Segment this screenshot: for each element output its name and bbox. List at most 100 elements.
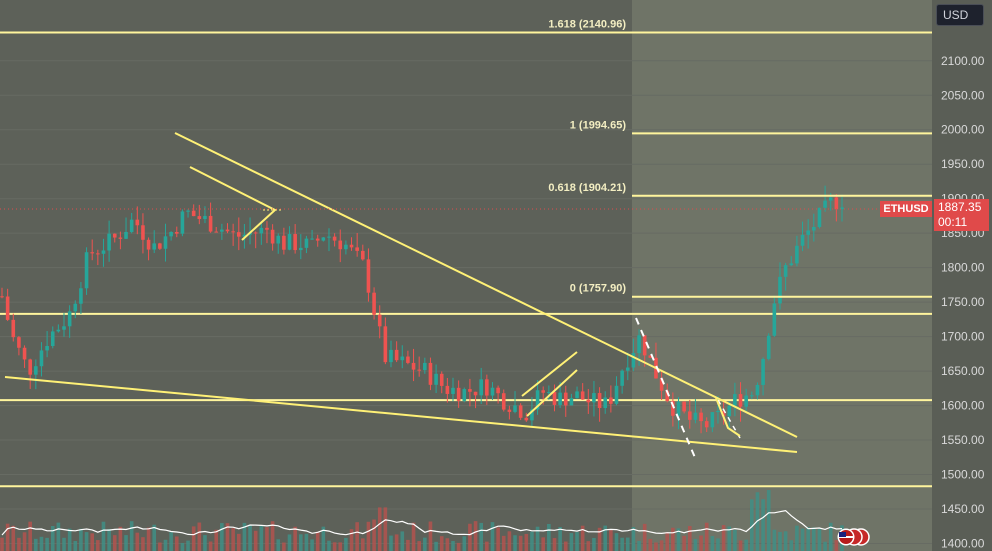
y-tick-label: 1800.00	[941, 261, 985, 275]
candle-body	[592, 393, 596, 403]
fib-level-label: 1.618 (2140.96)	[548, 19, 626, 31]
volume-bar	[592, 537, 596, 551]
volume-bar	[642, 523, 647, 551]
candle-body	[400, 356, 405, 361]
volume-bar	[62, 537, 66, 551]
currency-selector[interactable]: USD	[936, 4, 984, 26]
candle-body	[665, 390, 670, 401]
candle-body	[163, 236, 168, 249]
volume-bar	[727, 526, 732, 551]
volume-bar	[766, 490, 771, 551]
volume-bar	[789, 540, 794, 551]
candle-body	[28, 359, 32, 375]
candle-body	[293, 234, 297, 251]
candle-body	[575, 391, 579, 399]
y-tick-label: 1400.00	[941, 537, 985, 551]
volume-bar	[338, 542, 343, 551]
volume-bar	[778, 531, 782, 551]
volume-bar	[569, 533, 574, 551]
candle-body	[180, 211, 185, 234]
candle-body	[659, 378, 664, 391]
us-flag-icon[interactable]	[835, 527, 871, 547]
candle-body	[468, 389, 472, 392]
candle-body	[766, 335, 771, 359]
candle-body	[687, 411, 692, 420]
candle-body	[344, 244, 348, 250]
volume-bar	[377, 507, 382, 551]
y-tick-label: 1750.00	[941, 295, 985, 309]
trendlines[interactable]	[4, 132, 798, 461]
volume-bar	[73, 541, 78, 551]
candle-body	[203, 215, 207, 220]
candle-body	[671, 400, 675, 416]
candle-body	[789, 263, 794, 266]
volume-bar	[220, 523, 224, 551]
candle-body	[383, 326, 388, 363]
volume-bar	[417, 541, 421, 551]
volume-bar	[490, 522, 495, 551]
candle-body	[744, 395, 748, 407]
candle-body	[107, 233, 111, 251]
volume-bar	[637, 540, 641, 551]
candle-body	[451, 387, 455, 394]
candle-body	[411, 362, 416, 370]
volume-bar	[716, 538, 720, 551]
channel-line-lower[interactable]	[526, 369, 578, 417]
volume-bar	[361, 538, 365, 551]
candle-body	[733, 394, 737, 406]
candle-body	[124, 232, 128, 239]
volume-bar	[298, 534, 303, 551]
candle-body	[372, 292, 376, 315]
candle-body	[609, 397, 613, 404]
candle-body	[648, 355, 653, 358]
volume-bar	[366, 521, 371, 551]
candle-body	[197, 216, 202, 220]
volume-bar	[671, 527, 675, 551]
y-tick-label: 1650.00	[941, 364, 985, 378]
volume-bar	[828, 522, 833, 551]
volume-bar	[823, 541, 827, 551]
candle-body	[772, 303, 777, 336]
volume-bar	[394, 534, 399, 551]
volume-bar	[265, 527, 269, 551]
volume-bar	[485, 541, 489, 551]
candle-body	[727, 405, 732, 417]
volume-bar	[406, 539, 410, 551]
candle-body	[191, 210, 196, 217]
volume-bar	[479, 522, 483, 551]
channel-line-upper[interactable]	[521, 351, 578, 397]
volume-bar	[28, 521, 32, 551]
fibonacci-levels[interactable]: 1.618 (2140.96) 1 (1994.65) 0.618 (1904.21…	[0, 19, 932, 298]
candle-body	[795, 245, 799, 264]
candle-body	[473, 391, 478, 396]
descending-trendline[interactable]	[174, 132, 798, 438]
candle-body	[749, 395, 754, 397]
fib-level-label: 0 (1757.90)	[570, 283, 627, 295]
support-trendline[interactable]	[4, 376, 798, 453]
volume-bar	[507, 531, 512, 551]
candle-body	[225, 229, 230, 232]
candle-body	[699, 412, 703, 422]
volume-bar	[411, 522, 416, 551]
volume-bar	[5, 523, 10, 551]
candle-body	[778, 276, 782, 304]
candle-body	[270, 229, 275, 244]
volume-bar	[191, 526, 196, 551]
volume-bar	[208, 541, 213, 551]
candle-body	[693, 412, 698, 420]
candle-body	[112, 233, 117, 238]
candle-body	[535, 390, 540, 410]
volume-bar	[135, 532, 140, 551]
candle-body	[547, 392, 551, 394]
candle-body	[22, 347, 27, 360]
candle-body	[597, 393, 602, 409]
candle-body	[34, 366, 38, 375]
volume-bar	[530, 531, 534, 551]
candle-body	[417, 369, 421, 371]
volume-bar	[101, 521, 106, 551]
flag-pattern-2[interactable]	[715, 397, 741, 437]
y-tick-label: 1700.00	[941, 330, 985, 344]
current-price-tag: 1887.35 00:11	[934, 199, 989, 231]
